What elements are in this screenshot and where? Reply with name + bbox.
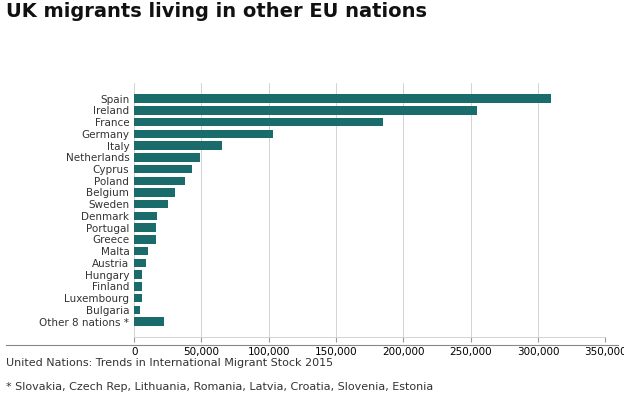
Bar [134,212,157,220]
Text: * Slovakia, Czech Rep, Lithuania, Romania, Latvia, Croatia, Slovenia, Estonia: * Slovakia, Czech Rep, Lithuania, Romani… [6,382,434,392]
Bar [134,317,163,326]
Bar [134,95,552,103]
Bar [134,141,222,150]
Bar [134,165,192,173]
Bar [134,235,156,244]
Text: United Nations: Trends in International Migrant Stock 2015: United Nations: Trends in International … [6,358,333,368]
Bar [134,223,156,232]
Bar [134,247,148,255]
Text: UK migrants living in other EU nations: UK migrants living in other EU nations [6,2,427,21]
Bar [134,282,142,290]
Bar [134,305,140,314]
Bar [134,270,142,279]
Bar [134,130,273,138]
Bar [134,106,477,115]
Bar [134,177,185,185]
Bar [134,188,175,197]
Bar [134,118,383,126]
Bar [134,153,200,162]
Bar [134,294,142,302]
Bar [134,200,168,208]
Bar [134,259,146,267]
